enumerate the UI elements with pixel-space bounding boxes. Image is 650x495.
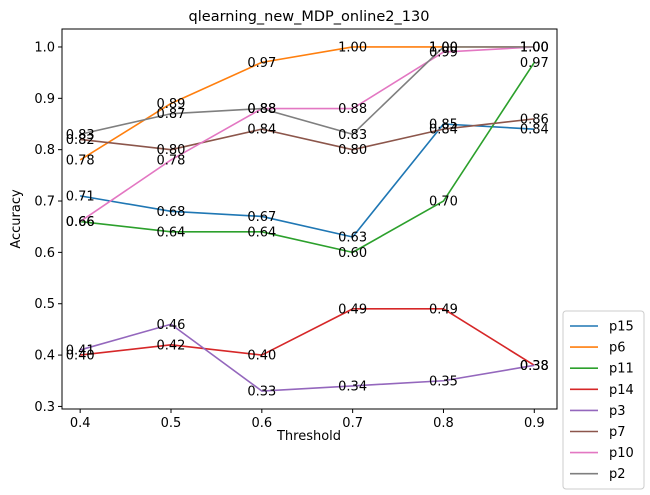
data-label: 0.38 xyxy=(520,359,549,374)
data-label: 0.41 xyxy=(66,343,95,358)
data-label: 1.00 xyxy=(338,40,367,55)
x-tick-label: 0.5 xyxy=(161,416,182,431)
data-label: 0.88 xyxy=(247,102,276,117)
y-tick-label: 0.6 xyxy=(34,246,55,261)
data-label: 0.84 xyxy=(520,123,549,138)
x-axis: 0.4 0.5 0.6 0.7 0.8 0.9 xyxy=(70,409,545,431)
series-line-p2 xyxy=(79,46,535,136)
data-label: 0.63 xyxy=(338,230,367,245)
legend-label: p14 xyxy=(609,383,634,398)
data-label: 0.67 xyxy=(247,210,276,225)
x-tick-label: 0.8 xyxy=(433,416,454,431)
y-axis-label: Accuracy xyxy=(9,189,24,249)
legend-items: p15 p6 p11 p14 p3 p7 p10 p2 xyxy=(570,320,634,482)
y-tick-label: 0.3 xyxy=(34,400,55,415)
data-label: 0.35 xyxy=(429,374,458,389)
x-axis-label: Threshold xyxy=(276,429,341,444)
series-line-p15 xyxy=(80,123,535,238)
data-label: 0.49 xyxy=(429,302,458,317)
data-label: 0.83 xyxy=(66,128,95,143)
y-tick-label: 0.4 xyxy=(34,349,55,364)
data-label: 1.00 xyxy=(520,40,549,55)
data-label: 0.42 xyxy=(157,338,186,353)
legend-label: p11 xyxy=(609,362,634,377)
x-tick-label: 0.7 xyxy=(342,416,363,431)
legend-label: p10 xyxy=(609,446,634,461)
series-line-p3 xyxy=(79,323,535,392)
data-label: 0.82 xyxy=(66,133,95,148)
data-label: 0.68 xyxy=(157,205,186,220)
data-label: 0.70 xyxy=(429,195,458,210)
data-label: 0.80 xyxy=(338,143,367,158)
data-label: 0.40 xyxy=(247,349,276,364)
legend-label: p15 xyxy=(609,320,634,335)
data-label: 1.00 xyxy=(429,40,458,55)
series-lines xyxy=(79,46,535,392)
data-label: 0.49 xyxy=(338,302,367,317)
series-line-p14 xyxy=(80,308,535,367)
legend-frame xyxy=(562,310,645,490)
data-label: 0.60 xyxy=(338,246,367,261)
data-label: 0.46 xyxy=(157,318,186,333)
y-axis: 0.3 0.4 0.5 0.6 0.7 0.8 0.9 1.0 xyxy=(34,40,62,415)
data-label: 0.88 xyxy=(247,102,276,117)
y-tick-label: 0.9 xyxy=(34,92,55,107)
data-label: 1.00 xyxy=(520,40,549,55)
data-label: 0.38 xyxy=(520,359,549,374)
x-tick-label: 0.9 xyxy=(524,416,545,431)
series-line-p10 xyxy=(79,46,535,223)
legend-label: p3 xyxy=(609,404,626,419)
data-label: 0.84 xyxy=(429,123,458,138)
legend: p15 p6 p11 p14 p3 p7 p10 p2 xyxy=(562,310,645,490)
data-label: 0.71 xyxy=(66,189,95,204)
data-label: 0.64 xyxy=(247,225,276,240)
data-label: 1.00 xyxy=(520,40,549,55)
legend-label: p6 xyxy=(609,341,626,356)
data-label: 0.83 xyxy=(338,128,367,143)
data-label: 0.78 xyxy=(157,153,186,168)
data-label: 0.64 xyxy=(157,225,186,240)
x-tick-label: 0.6 xyxy=(251,416,272,431)
data-label: 0.84 xyxy=(247,123,276,138)
series-line-p11 xyxy=(80,61,535,254)
data-label: 0.80 xyxy=(157,143,186,158)
data-label: 1.00 xyxy=(429,40,458,55)
x-tick-label: 0.4 xyxy=(70,416,91,431)
data-label: 0.99 xyxy=(429,46,458,61)
data-label: 0.33 xyxy=(247,385,276,400)
series-line-p7 xyxy=(80,118,535,151)
data-labels: 0.710.68 0.670.630.85 0.840.780.890.971.00… xyxy=(66,40,549,399)
data-label: 0.40 xyxy=(66,349,95,364)
data-label: 0.97 xyxy=(247,56,276,71)
y-tick-label: 0.7 xyxy=(34,195,55,210)
data-label: 0.86 xyxy=(520,112,549,127)
plot-area: 0.710.68 0.670.630.85 0.840.780.890.971.00… xyxy=(61,28,558,410)
legend-label: p7 xyxy=(609,425,626,440)
data-label: 0.66 xyxy=(66,215,95,230)
y-tick-label: 1.0 xyxy=(34,40,55,55)
data-label: 0.88 xyxy=(338,102,367,117)
legend-label: p2 xyxy=(609,467,626,482)
data-label: 0.97 xyxy=(520,56,549,71)
data-label: 0.89 xyxy=(157,97,186,112)
chart-title: qlearning_new_MDP_online2_130 xyxy=(189,9,430,25)
y-tick-label: 0.8 xyxy=(34,143,55,158)
data-label: 0.34 xyxy=(338,379,367,394)
plot-frame xyxy=(61,28,558,410)
data-label: 0.66 xyxy=(66,215,95,230)
data-label: 0.87 xyxy=(157,107,186,122)
data-label: 0.85 xyxy=(429,118,458,133)
data-label: 0.78 xyxy=(66,153,95,168)
y-tick-label: 0.5 xyxy=(34,297,55,312)
